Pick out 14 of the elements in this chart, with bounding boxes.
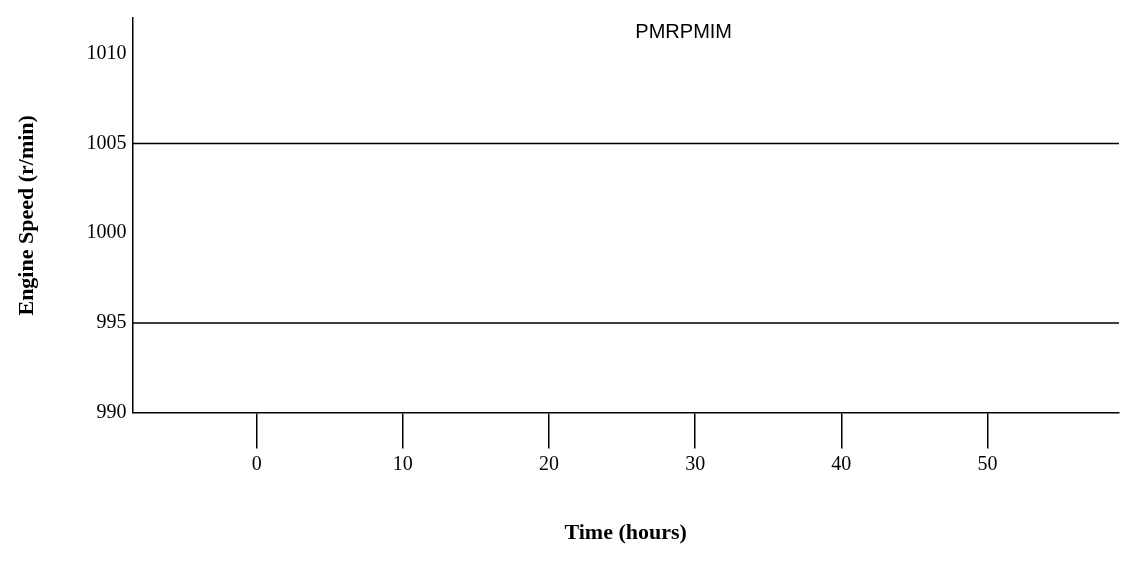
x-tick-label: 30 xyxy=(685,451,706,474)
y-tick-label: 1010 xyxy=(86,41,127,64)
x-tick-label: 10 xyxy=(392,451,413,474)
y-tick-label: 1000 xyxy=(86,220,127,243)
y-tick-label: 995 xyxy=(96,310,127,333)
x-axis-title: Time (hours) xyxy=(564,519,687,545)
y-axis-title: Engine Speed (r/min) xyxy=(12,115,38,316)
x-tick-label: 40 xyxy=(831,451,852,474)
x-tick-label: 0 xyxy=(251,451,262,474)
x-tick-label: 20 xyxy=(538,451,559,474)
y-tick-label: 1005 xyxy=(86,130,127,153)
annotation: PMRPMIM xyxy=(635,19,733,42)
x-tick-label: 50 xyxy=(977,451,998,474)
y-tick-label: 990 xyxy=(96,399,127,422)
